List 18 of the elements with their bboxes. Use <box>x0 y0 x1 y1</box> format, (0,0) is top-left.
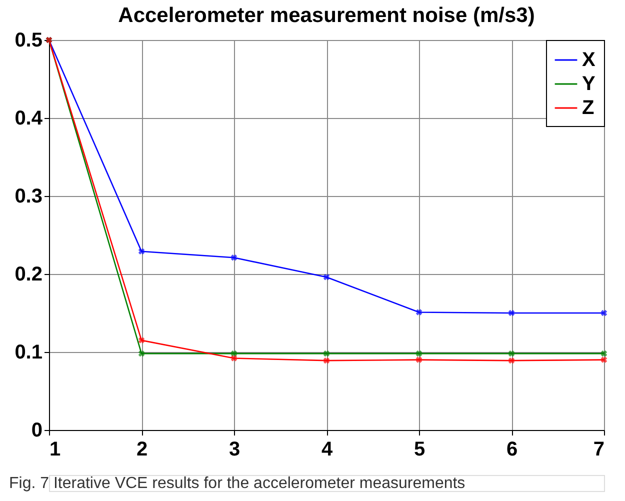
x-tick-label: 7 <box>593 438 604 460</box>
legend-label: X <box>582 49 596 71</box>
x-tick-label: 5 <box>414 438 426 460</box>
caption: Fig. 7 Iterative VCE results for the accelerometer measurements <box>9 475 466 492</box>
x-tick-label: 2 <box>136 438 148 460</box>
legend-label: Z <box>582 97 594 119</box>
x-tick-label: 3 <box>228 438 240 460</box>
chart-title: Accelerometer measurement noise (m/s3) <box>118 4 535 27</box>
y-tick-label: 0.1 <box>14 342 42 364</box>
legend-label: Y <box>582 73 596 95</box>
y-tick-label: 0 <box>31 420 42 442</box>
x-tick-label: 4 <box>321 438 334 460</box>
y-tick-label: 0.4 <box>14 108 44 130</box>
y-tick-label: 0.3 <box>14 186 42 208</box>
x-tick-label: 6 <box>506 438 518 460</box>
y-tick-label: 0.2 <box>14 264 42 286</box>
x-tick-label: 1 <box>50 438 61 460</box>
y-tick-label: 0.5 <box>14 30 42 52</box>
